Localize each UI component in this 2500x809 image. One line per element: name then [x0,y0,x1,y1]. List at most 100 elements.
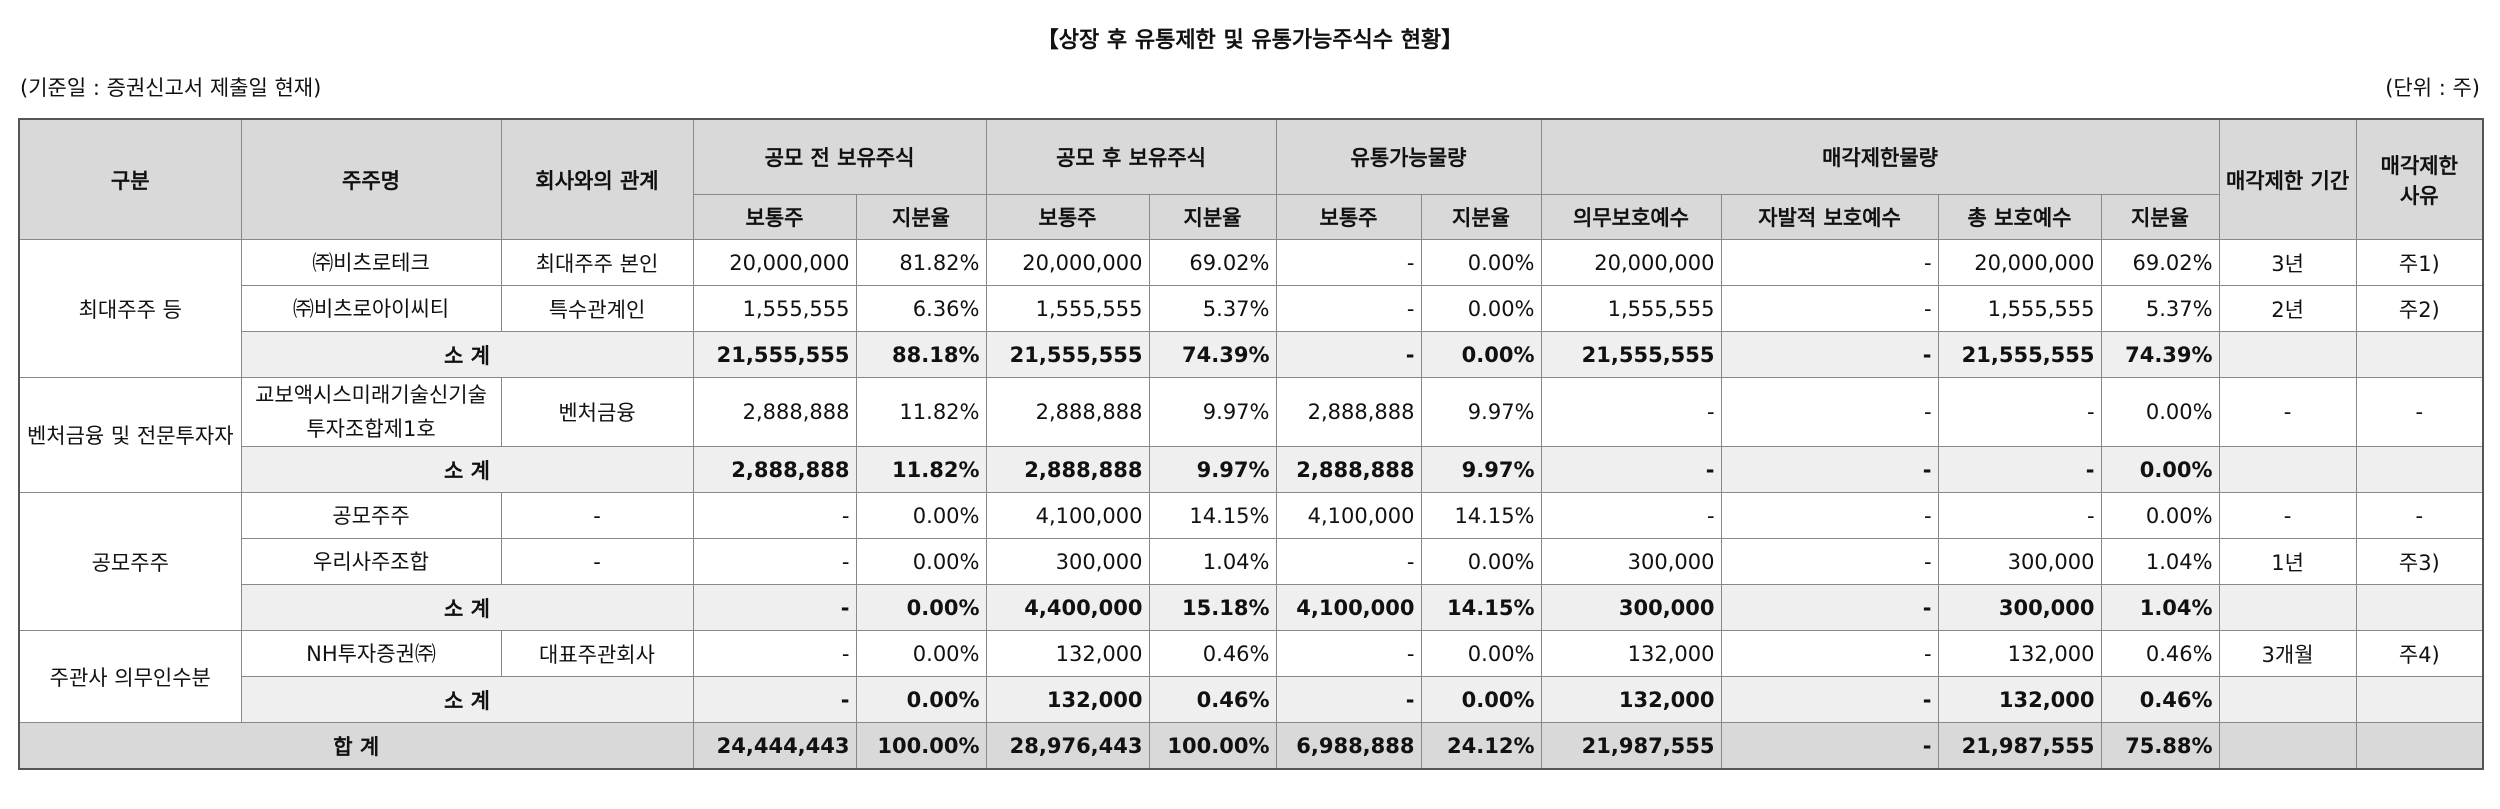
value-cell: - [1275,331,1422,378]
value-cell: 2,888,888 [692,377,857,447]
value-cell: 2,888,888 [985,377,1150,447]
value-cell: - [692,492,857,539]
header-cell: 매각제한 기간 [2218,118,2357,240]
group-cell: 최대주주 등 [18,239,242,378]
value-cell: 300,000 [1937,584,2102,631]
data-row: ㈜비츠로아이씨티 특수관계인 1,555,555 6.36% 1,555,555 5.37… [19,285,2484,332]
value-cell: 4,100,000 [985,492,1150,539]
value-cell: 14.15% [1148,492,1277,539]
period-cell: 3년 [2218,239,2357,286]
value-cell: 9.97% [1148,446,1277,493]
value-cell: 81.82% [855,239,987,286]
value-cell: - [1540,446,1722,493]
value-cell: - [1720,285,1939,332]
value-cell: 1,555,555 [1540,285,1722,332]
value-cell: - [1540,492,1722,539]
value-cell: 21,555,555 [1540,331,1722,378]
value-cell: - [1720,239,1939,286]
header-cell: 공모 전 보유주식 [692,118,987,195]
value-cell: 1.04% [1148,538,1277,585]
value-cell: 132,000 [1540,676,1722,723]
relation-cell: 최대주주 본인 [500,239,694,286]
data-row: 주관사 의무인수분 NH투자증권㈜ 대표주관회사 -0.00% 132,000 0.46%… [18,630,2484,723]
value-cell: 20,000,000 [1937,239,2102,286]
value-cell: - [1275,239,1422,286]
header-cell: 의무보호예수 [1540,194,1722,240]
value-cell: 9.97% [1420,377,1542,447]
value-cell: 300,000 [985,538,1150,585]
value-cell: 21,987,555 [1540,722,1722,770]
header-cell: 자발적 보호예수 [1720,194,1939,240]
title: 【상장 후 유통제한 및 유통가능주식수 현황】 [1036,28,1464,53]
value-cell: 9.97% [1420,446,1542,493]
reason-cell: - [2355,492,2484,539]
value-cell: 75.88% [2100,722,2220,770]
value-cell: 0.00% [855,538,987,585]
value-cell: 100.00% [855,722,987,770]
value-cell: 2,888,888 [1275,377,1422,447]
empty-cell [2218,722,2357,770]
value-cell: 21,555,555 [692,331,857,378]
value-cell: 69.02% [1148,239,1277,286]
value-cell: 4,100,000 [1275,584,1422,631]
value-cell: 69.02% [2100,239,2220,286]
value-cell: 24,444,443 [692,722,857,770]
subtotal-label: 소 계 [240,446,694,493]
subtotal-row: 소 계 -0.00% 132,000 0.46% -0.00% 132,000-132,0… [19,676,2484,723]
empty-cell [2218,584,2357,631]
header-cell: 총 보호예수 [1937,194,2102,240]
value-cell: - [1720,446,1939,493]
header-cell: 지분율 [855,194,987,240]
value-cell: 9.97% [1148,377,1277,447]
header-cell: 공모 후 보유주식 [985,118,1277,195]
header-cell: 지분율 [1148,194,1277,240]
group-cell: 공모주주 [18,492,242,631]
value-cell: 74.39% [2100,331,2220,378]
value-cell: 300,000 [1540,538,1722,585]
value-cell: 1,555,555 [985,285,1150,332]
value-cell: 300,000 [1540,584,1722,631]
total-label: 합 계 [18,722,694,770]
value-cell: 14.15% [1420,492,1542,539]
empty-cell [2355,446,2484,493]
value-cell: 0.46% [1148,630,1277,677]
value-cell: 0.00% [1420,239,1542,286]
holder-cell: 우리사주조합 [240,538,502,585]
value-cell: 14.15% [1420,584,1542,631]
value-cell: 21,987,555 [1937,722,2102,770]
value-cell: 132,000 [1937,630,2102,677]
header-cell: 구분 [18,118,242,240]
value-cell: 20,000,000 [1540,239,1722,286]
empty-cell [2355,331,2484,378]
value-cell: 11.82% [855,377,987,447]
value-cell: - [1275,285,1422,332]
value-cell: 28,976,443 [985,722,1150,770]
value-cell: - [1720,331,1939,378]
value-cell: 1.04% [2100,538,2220,585]
basis-note: (기준일 : 증권신고서 제출일 현재) [20,76,322,100]
value-cell: - [692,584,857,631]
header-cell: 지분율 [1420,194,1542,240]
holder-cell: 교보액시스미래기술신기술투자조합제1호 [240,377,502,447]
relation-cell: 벤처금융 [500,377,694,447]
header-cell: 보통주 [985,194,1150,240]
value-cell: - [1937,377,2102,447]
holder-cell: ㈜비츠로아이씨티 [240,285,502,332]
value-cell: 4,400,000 [985,584,1150,631]
value-cell: 0.00% [1420,676,1542,723]
header-cell: 보통주 [1275,194,1422,240]
header-row: 구분 주주명 회사와의 관계 공모 전 보유주식 공모 후 보유주식 유통가능물량 매각제한… [18,118,2484,240]
value-cell: - [1540,377,1722,447]
value-cell: 2,888,888 [1275,446,1422,493]
header-cell: 보통주 [692,194,857,240]
empty-cell [2218,676,2357,723]
empty-cell [2355,676,2484,723]
value-cell: - [1720,722,1939,770]
reason-cell: 주2) [2355,285,2484,332]
value-cell: - [1937,446,2102,493]
empty-cell [2218,331,2357,378]
header-cell: 주주명 [240,118,502,240]
value-cell: 88.18% [855,331,987,378]
value-cell: 0.00% [855,630,987,677]
value-cell: 0.00% [1420,285,1542,332]
